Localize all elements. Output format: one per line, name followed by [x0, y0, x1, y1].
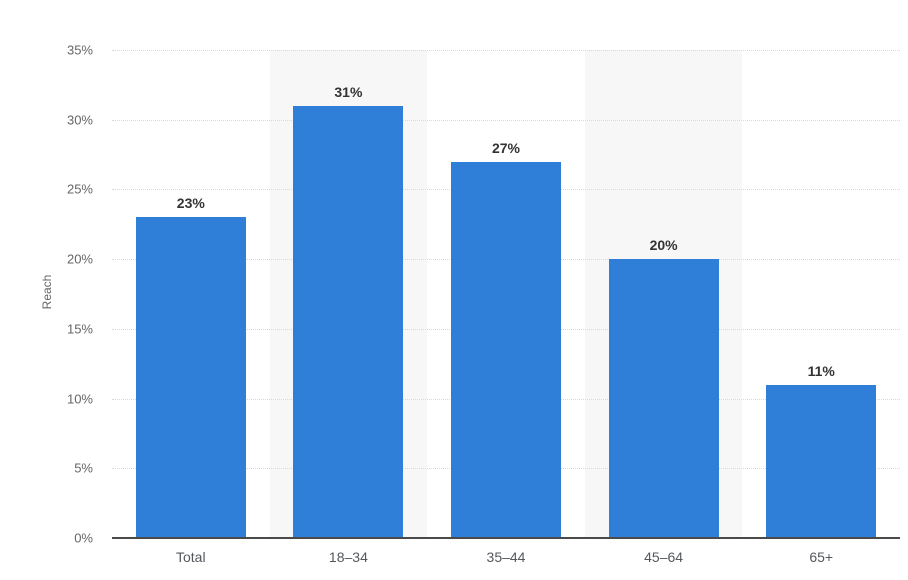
value-label: 23% [176, 195, 205, 212]
bar [608, 259, 719, 538]
value-label: 20% [649, 237, 678, 254]
gridline [112, 120, 900, 121]
y-tick-label: 20% [66, 251, 93, 267]
x-category-label: Total [176, 549, 206, 565]
x-category-label: 35–44 [486, 549, 526, 565]
gridline [112, 50, 900, 51]
y-axis-title: Reach [40, 274, 54, 310]
x-axis-line [112, 537, 900, 539]
x-category-label: 18–34 [328, 549, 368, 565]
y-tick-label: 5% [74, 460, 93, 476]
y-tick-label: 30% [66, 112, 93, 128]
bar [135, 217, 246, 538]
y-tick-label: 25% [66, 181, 93, 197]
value-label: 27% [491, 139, 521, 156]
y-tick-label: 35% [66, 42, 93, 58]
y-tick-label: 0% [74, 530, 93, 546]
x-category-label: 45–64 [644, 549, 684, 565]
y-tick-label: 15% [66, 321, 93, 337]
bar [451, 161, 561, 538]
bar [293, 105, 404, 538]
value-label: 11% [807, 362, 835, 379]
bar [766, 384, 877, 538]
value-label: 31% [334, 83, 363, 100]
y-tick-label: 10% [66, 391, 93, 407]
x-category-label: 65+ [809, 549, 834, 565]
